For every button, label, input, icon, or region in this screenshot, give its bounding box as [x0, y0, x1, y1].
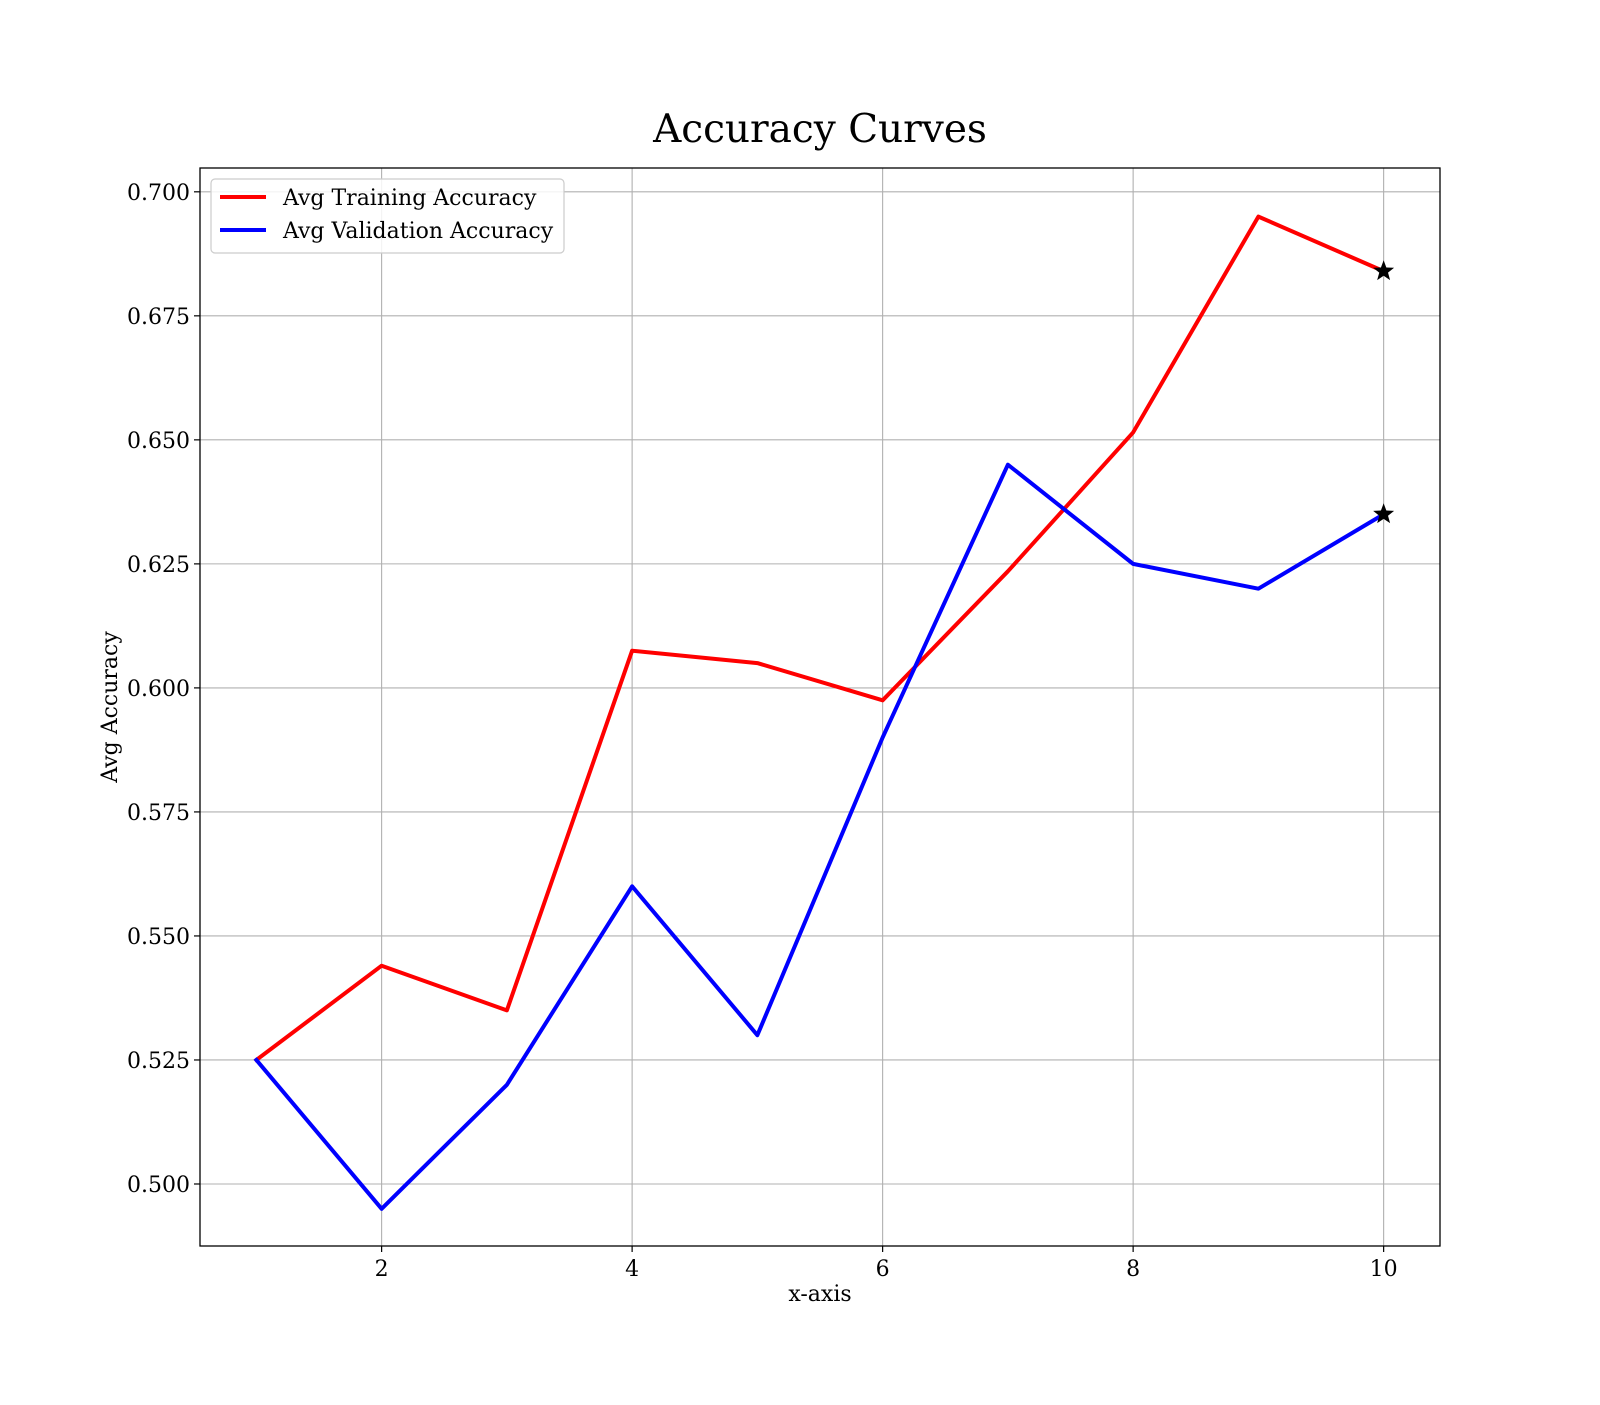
y-tick-label: 0.650: [127, 429, 190, 454]
series-lines: [253, 214, 1395, 1211]
y-tick-label: 0.500: [127, 1173, 190, 1198]
y-tick-label: 0.700: [127, 181, 190, 206]
grid: [200, 168, 1440, 1246]
y-tick-label: 0.675: [127, 305, 190, 330]
plot-frame: [199, 167, 1441, 1247]
legend-label-validation: Avg Validation Accuracy: [282, 219, 554, 244]
legend-box: [210, 178, 565, 254]
y-axis-ticks: 0.500 0.525 0.550 0.575 0.600 0.625 0.650 0.675…: [127, 181, 200, 1198]
series-line-training: [253, 214, 1387, 1063]
x-axis-ticks: 2 4 6 8 10: [375, 1246, 1398, 1282]
y-tick-label: 0.525: [127, 1049, 190, 1074]
end-star-marker-validation: [1373, 503, 1395, 524]
x-axis-title: x-axis: [788, 1282, 851, 1307]
y-tick-label: 0.600: [127, 677, 190, 702]
legend-label-training: Avg Training Accuracy: [282, 186, 537, 211]
x-tick-label: 10: [1370, 1257, 1398, 1282]
y-tick-label: 0.550: [127, 925, 190, 950]
y-tick-label: 0.575: [127, 801, 190, 826]
end-star-marker-training: [1373, 260, 1395, 281]
series-line-validation: [253, 462, 1387, 1211]
y-tick-label: 0.625: [127, 553, 190, 578]
y-axis-title: Avg Accuracy: [98, 631, 123, 784]
x-tick-label: 4: [625, 1257, 639, 1282]
x-tick-label: 2: [375, 1257, 389, 1282]
chart-title: Accuracy Curves: [652, 107, 987, 152]
x-tick-label: 6: [876, 1257, 890, 1282]
legend: Avg Training Accuracy Avg Validation Acc…: [210, 178, 565, 254]
x-tick-label: 8: [1126, 1257, 1140, 1282]
